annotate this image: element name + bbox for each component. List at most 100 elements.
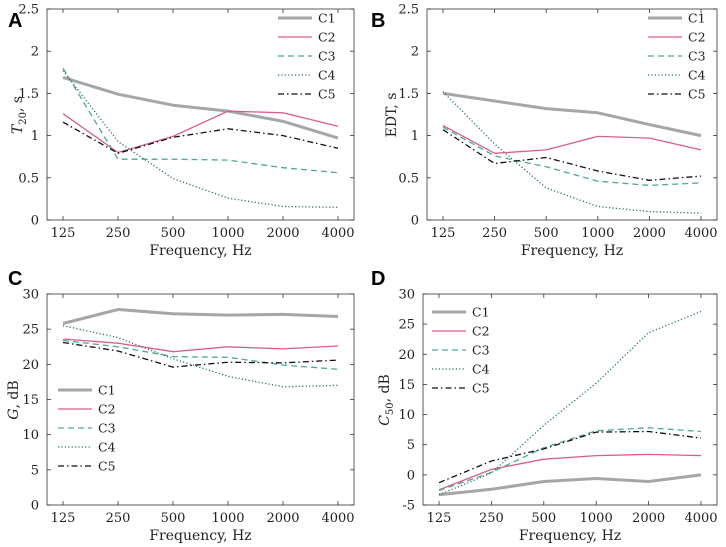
x-tick-label: 125	[51, 511, 76, 526]
y-tick-label: 15	[398, 378, 415, 393]
plot-frame	[46, 293, 355, 506]
x-tick-label: 500	[161, 511, 186, 526]
y-tick-label: 0	[411, 214, 419, 229]
panel-d: 125 250 500 1000 2000 4000 -5 0 5 10 15 20 25 30 Frequ…	[371, 268, 718, 544]
x-tick-label: 4000	[321, 226, 354, 241]
y-tick-label: 1	[31, 129, 39, 144]
y-tick-label: 25	[398, 318, 415, 333]
legend-label: C3	[318, 49, 336, 64]
y-tick-label: 0	[407, 468, 415, 483]
y-axis-title-unit: , dB	[377, 374, 393, 402]
x-tick-label: 4000	[684, 226, 717, 241]
y-axis-title-main: G	[6, 408, 22, 419]
series-line-c4	[442, 91, 702, 214]
legend-label: C5	[98, 459, 116, 474]
y-tick-label: 2	[411, 45, 419, 60]
x-axis-title: Frequency, Hz	[521, 243, 623, 259]
x-tick-label: 500	[531, 511, 556, 526]
y-tick-label: 20	[22, 358, 39, 373]
series-line-c1	[438, 473, 702, 497]
legend: C1 C2 C3 C4 C5	[278, 11, 336, 102]
y-tick-label: 0.5	[18, 171, 39, 186]
series-line-c1	[62, 308, 339, 325]
y-tick-label: 30	[22, 288, 39, 303]
panel-b: 125 250 500 1000 2000 4000 0 0.5 1 1.5 2 2.5 Frequen…	[371, 3, 718, 260]
legend-label: C2	[98, 402, 116, 417]
panel-letter: D	[371, 268, 385, 290]
y-tick-label: 1.5	[18, 87, 39, 102]
series-line-c5	[62, 341, 339, 368]
legend: C1 C2 C3 C4 C5	[58, 383, 116, 474]
legend-label: C3	[688, 49, 706, 64]
legend-label: C4	[688, 68, 706, 83]
x-tick-label: 1000	[581, 226, 614, 241]
x-tick-label: 125	[431, 226, 456, 241]
y-axis-title-main: EDT	[384, 106, 400, 137]
series-line-c3	[442, 126, 702, 187]
x-tick-label: 4000	[684, 511, 717, 526]
legend-label: C2	[472, 324, 490, 339]
y-axis-title-subscript: 20	[18, 112, 29, 125]
series-line-c1	[62, 75, 339, 140]
y-axis-title-unit: , s	[10, 96, 26, 112]
legend-label: C5	[688, 87, 706, 102]
legend-label: C2	[688, 30, 706, 45]
y-axis-title: G, dB	[6, 380, 22, 419]
y-tick-label: -5	[402, 499, 415, 514]
x-axis-title: Frequency, Hz	[149, 528, 251, 544]
x-tick-label: 2000	[266, 511, 299, 526]
plot-frame	[422, 293, 718, 506]
y-tick-label: 5	[407, 438, 415, 453]
panel-a: 125 250 500 1000 2000 4000 0 0.5 1 1.5 2 2.5 Frequen…	[8, 3, 355, 260]
series-line-c1	[442, 91, 702, 138]
legend: C1 C2 C3 C4 C5	[432, 305, 490, 396]
series-line-c3	[62, 339, 339, 370]
series-line-c4	[438, 310, 702, 496]
y-axis-title: C50, dB	[377, 374, 396, 426]
series-line-c5	[438, 430, 702, 484]
y-axis-title-main: T	[10, 123, 26, 134]
y-tick-label: 2.5	[398, 3, 419, 18]
legend-label: C1	[318, 11, 336, 26]
y-tick-label: 20	[398, 348, 415, 363]
y-tick-label: 2	[31, 45, 39, 60]
x-tick-label: 1000	[211, 226, 244, 241]
series-line-c5	[442, 129, 702, 181]
legend-label: C2	[318, 30, 336, 45]
y-tick-label: 0	[31, 499, 39, 514]
y-tick-label: 15	[22, 393, 39, 408]
legend-label: C4	[472, 362, 490, 377]
x-tick-label: 250	[106, 226, 131, 241]
y-axis-title: T20, s	[10, 96, 29, 134]
legend-label: C5	[318, 87, 336, 102]
y-tick-label: 5	[31, 463, 39, 478]
x-axis-title: Frequency, Hz	[519, 528, 621, 544]
series-line-c2	[62, 110, 339, 154]
panel-c: 125 250 500 1000 2000 4000 0 5 10 15 20 25 30 Frequen…	[6, 268, 355, 544]
x-tick-label: 4000	[321, 511, 354, 526]
legend-label: C4	[98, 440, 116, 455]
x-tick-label: 1000	[580, 511, 613, 526]
legend-label: C1	[688, 11, 706, 26]
y-axis-title: EDT, s	[384, 93, 400, 138]
x-tick-label: 125	[427, 511, 452, 526]
legend: C1 C2 C3 C4 C5	[648, 11, 706, 102]
x-tick-label: 2000	[266, 226, 299, 241]
y-tick-label: 1.5	[398, 87, 419, 102]
y-tick-label: 10	[398, 408, 415, 423]
legend-label: C5	[472, 381, 490, 396]
x-tick-label: 125	[51, 226, 76, 241]
y-tick-label: 2.5	[18, 3, 39, 18]
series-line-c2	[438, 453, 702, 491]
panel-letter: A	[8, 10, 22, 32]
series-line-c4	[62, 324, 339, 388]
x-tick-label: 1000	[211, 511, 244, 526]
series-line-c2	[442, 124, 702, 154]
y-axis-title-unit: , dB	[6, 380, 22, 408]
legend-label: C3	[472, 343, 490, 358]
panel-letter: C	[8, 268, 22, 290]
legend-label: C4	[318, 68, 336, 83]
y-tick-label: 25	[22, 323, 39, 338]
y-tick-label: 30	[398, 288, 415, 303]
